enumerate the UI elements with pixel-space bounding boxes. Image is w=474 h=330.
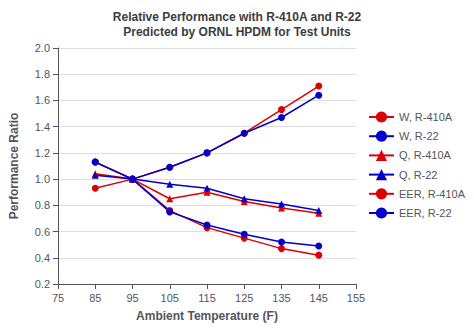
svg-text:Q, R-410A: Q, R-410A <box>399 149 452 161</box>
svg-text:Q, R-22: Q, R-22 <box>399 169 438 181</box>
svg-text:125: 125 <box>235 292 253 304</box>
svg-text:Performance Ratio: Performance Ratio <box>7 113 21 220</box>
svg-text:EER, R-22: EER, R-22 <box>399 207 452 219</box>
svg-text:0.8: 0.8 <box>35 199 50 211</box>
svg-text:1.2: 1.2 <box>35 147 50 159</box>
svg-text:Ambient Temperature (F): Ambient Temperature (F) <box>136 309 278 323</box>
svg-text:1.6: 1.6 <box>35 94 50 106</box>
svg-text:0.2: 0.2 <box>35 278 50 290</box>
svg-text:1.4: 1.4 <box>35 121 50 133</box>
svg-text:95: 95 <box>126 292 138 304</box>
svg-text:EER, R-410A: EER, R-410A <box>399 188 466 200</box>
svg-text:85: 85 <box>89 292 101 304</box>
svg-text:W, R-410A: W, R-410A <box>399 111 453 123</box>
svg-text:0.6: 0.6 <box>35 226 50 238</box>
svg-text:75: 75 <box>52 292 64 304</box>
svg-text:155: 155 <box>347 292 365 304</box>
svg-text:1.8: 1.8 <box>35 68 50 80</box>
svg-text:145: 145 <box>310 292 328 304</box>
svg-text:1.0: 1.0 <box>35 173 50 185</box>
svg-text:135: 135 <box>272 292 290 304</box>
svg-text:105: 105 <box>161 292 179 304</box>
svg-text:2.0: 2.0 <box>35 42 50 54</box>
svg-text:Predicted by ORNL HPDM for Tes: Predicted by ORNL HPDM for Test Units <box>123 25 351 39</box>
svg-text:W, R-22: W, R-22 <box>399 130 439 142</box>
svg-text:0.4: 0.4 <box>35 252 50 264</box>
svg-text:115: 115 <box>198 292 216 304</box>
svg-text:Relative Performance with R-41: Relative Performance with R-410A and R-2… <box>113 10 362 24</box>
